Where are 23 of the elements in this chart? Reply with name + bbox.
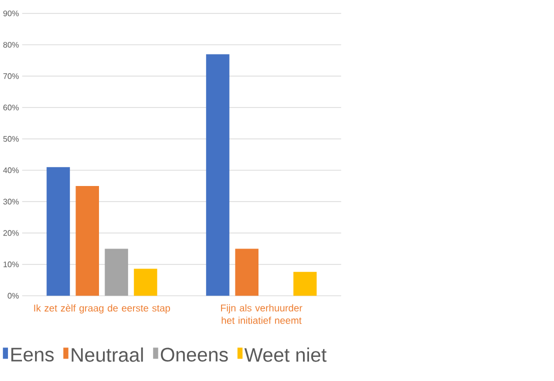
bar (206, 54, 230, 296)
y-tick-label: 10% (4, 262, 19, 268)
y-tick-label: 50% (3, 136, 19, 142)
y-tick-label: 90% (3, 10, 19, 16)
y-tick-label: 70% (3, 73, 19, 80)
legend-label: Oneens (160, 348, 228, 362)
bar (46, 167, 70, 296)
y-tick-label: 20% (3, 230, 19, 236)
y-tick-label: 0% (8, 293, 19, 299)
legend-label: Neutraal (72, 348, 143, 362)
y-tick-label: 60% (3, 104, 19, 111)
x-tick-label: Ik zet zèlf graag de eerste stap (34, 304, 170, 314)
y-tick-label: 30% (3, 198, 19, 205)
y-tick-label: 80% (3, 42, 19, 48)
bar (76, 186, 99, 296)
bar (235, 248, 258, 296)
bar (104, 248, 128, 296)
x-tick-label: Fijn als verhuurder het initiatief neemt (221, 304, 302, 324)
bar (134, 268, 158, 296)
legend-label: Eens (11, 348, 54, 362)
bar (293, 272, 317, 296)
legend-label: Weet niet (244, 348, 327, 362)
y-tick-label: 40% (3, 168, 19, 174)
